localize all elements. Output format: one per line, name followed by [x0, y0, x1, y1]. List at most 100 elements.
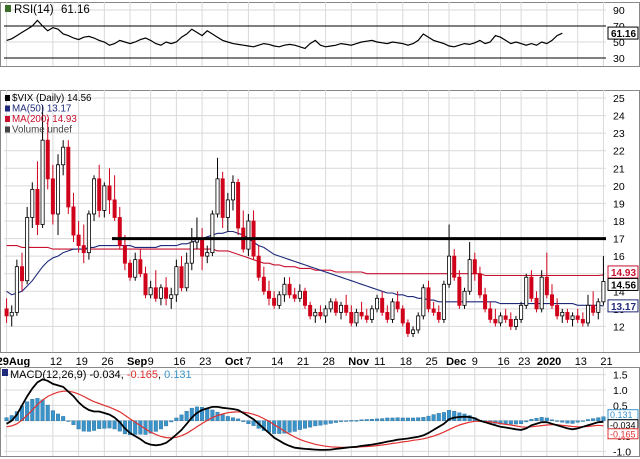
- rsi-legend-label: RSI(14): [14, 4, 54, 16]
- candle-body: [354, 311, 359, 324]
- candle-body: [308, 304, 313, 317]
- macd-histogram-bar: [25, 401, 30, 421]
- macd-histogram-bar: [452, 410, 457, 421]
- x-tick-label: 21: [600, 356, 612, 368]
- macd-histogram-bar: [236, 418, 241, 421]
- candle-body: [601, 281, 606, 303]
- macd-histogram-bar: [230, 417, 235, 421]
- macd-histogram-bar: [107, 420, 112, 429]
- rsi-y-tick-label: 30: [613, 53, 625, 65]
- x-tick-label: 19: [76, 356, 88, 368]
- macd-histogram-bar: [220, 414, 225, 421]
- macd-histogram-bar: [508, 420, 513, 425]
- candle-body: [411, 329, 416, 334]
- macd-histogram-bar: [549, 419, 554, 421]
- candle-body: [539, 276, 544, 310]
- macd-histogram-bar: [92, 420, 97, 431]
- candle-body: [169, 294, 174, 299]
- macd-histogram-bar: [591, 418, 596, 421]
- macd-histogram-bar: [544, 417, 549, 421]
- price-y-tick-label: 23: [613, 128, 625, 140]
- candle-body: [71, 206, 76, 236]
- macd-histogram-bar: [66, 420, 71, 422]
- macd-legend: MACD(12,26,9) -0.034, -0.165, 0.131: [10, 369, 192, 381]
- macd-histogram-bar: [400, 417, 405, 421]
- candle-body: [472, 259, 477, 275]
- price-tag-last-box: [607, 277, 639, 291]
- candle-body: [210, 213, 215, 254]
- macd-histogram-bar: [97, 420, 102, 429]
- x-tick-label: 9: [472, 356, 478, 368]
- macd-histogram-bar: [333, 420, 338, 423]
- candle-body: [395, 301, 400, 310]
- macd-legend-hist: 0.131: [164, 369, 192, 381]
- macd-histogram-bar: [112, 420, 117, 430]
- macd-histogram-bar: [61, 416, 66, 421]
- macd-histogram-bar: [390, 417, 395, 421]
- macd-histogram-bar: [184, 410, 189, 421]
- macd-histogram-bar: [148, 420, 153, 434]
- candle-body: [148, 287, 153, 296]
- price-legend-label: $VIX (Daily) 14.56: [12, 93, 92, 104]
- macd-histogram-bar: [251, 420, 256, 426]
- candle-body: [339, 304, 344, 313]
- candle-body: [364, 315, 369, 320]
- candle-body: [220, 178, 225, 218]
- candle-body: [328, 301, 333, 310]
- macd-histogram-bar: [287, 420, 292, 433]
- candle-body: [266, 290, 271, 299]
- candle-body: [488, 308, 493, 320]
- macd-histogram-bar: [246, 420, 251, 424]
- macd-histogram-bar: [297, 420, 302, 430]
- candle-body: [66, 146, 71, 208]
- candle-body: [405, 322, 410, 334]
- candle-body: [416, 315, 421, 331]
- macd-histogram-bar: [421, 417, 426, 421]
- x-tick-label: Dec: [446, 356, 466, 368]
- candle-body: [50, 178, 55, 215]
- candle-body: [483, 294, 488, 310]
- candle-body: [107, 185, 112, 201]
- candle-body: [112, 199, 117, 218]
- candle-body: [164, 287, 169, 299]
- x-tick-label: 28: [323, 356, 335, 368]
- candle-body: [153, 287, 158, 299]
- candle-body: [282, 283, 287, 296]
- x-tick-label: 7: [245, 356, 251, 368]
- macd-histogram-bar: [555, 420, 560, 422]
- macd-histogram-bar: [40, 399, 45, 421]
- macd-histogram-bar: [405, 417, 410, 421]
- candle-body: [457, 276, 462, 306]
- macd-histogram-bar: [128, 420, 133, 436]
- x-tick-label: 18: [400, 356, 412, 368]
- candle-body: [4, 308, 9, 317]
- rsi-y-tick-label: 50: [613, 37, 625, 49]
- candle-body: [20, 266, 25, 282]
- macd-histogram-bar: [596, 417, 601, 421]
- candle-body: [447, 255, 452, 285]
- price-legend-swatch: [5, 105, 10, 112]
- macd-histogram-bar: [339, 420, 344, 422]
- candle-body: [441, 283, 446, 320]
- macd-histogram-bar: [313, 420, 318, 427]
- macd-histogram-bar: [138, 420, 143, 435]
- macd-tag-box: [607, 428, 639, 440]
- candle-body: [61, 146, 66, 166]
- candle-body: [184, 262, 189, 289]
- macd-histogram-bar: [529, 418, 534, 421]
- macd-histogram-bar: [601, 416, 606, 421]
- rsi-value-tag: 61.16: [611, 29, 636, 40]
- candle-body: [575, 315, 580, 320]
- candle-body: [272, 297, 277, 306]
- candle-body: [287, 283, 292, 296]
- macd-histogram-bar: [164, 420, 169, 427]
- macd-legend-icon: [2, 369, 8, 376]
- x-tick-label: Oct: [225, 356, 244, 368]
- ma200-line: [6, 245, 604, 277]
- candle-body: [313, 311, 318, 317]
- macd-legend-signal: -0.165: [127, 369, 158, 381]
- macd-histogram-bar: [71, 420, 76, 425]
- rsi-frame: [0, 2, 640, 67]
- macd-histogram-bar: [519, 420, 524, 424]
